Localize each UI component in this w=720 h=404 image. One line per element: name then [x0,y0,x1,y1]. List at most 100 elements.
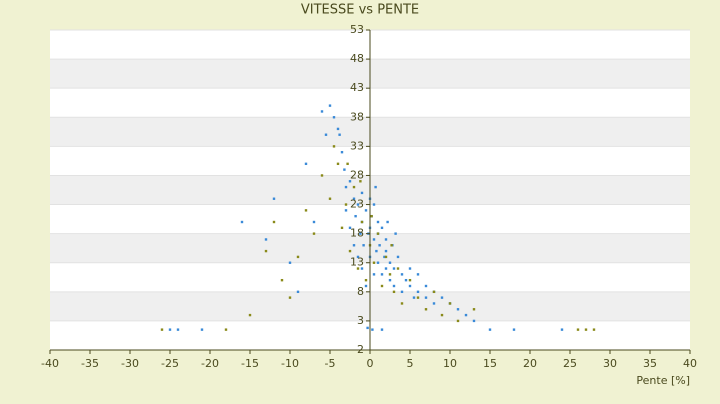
point [488,328,492,331]
point [304,162,308,166]
point [424,284,428,288]
y-tick-label: 38 [350,110,364,123]
point [440,296,444,299]
point [372,203,376,206]
y-tick-label: 13 [350,256,364,269]
point [352,244,356,247]
point [338,133,341,136]
point [560,328,564,331]
point [348,226,352,230]
y-tick-label: 18 [350,227,364,240]
x-tick-label: 15 [483,357,497,370]
x-tick-label: 10 [443,357,457,370]
point [432,290,436,294]
point [404,278,408,282]
point [472,319,476,323]
point [371,328,374,331]
point [440,313,444,317]
x-tick-label: -25 [161,357,179,370]
point [378,244,381,247]
point [464,313,468,317]
point [320,110,324,113]
point [360,267,364,270]
point [248,313,252,317]
point [412,296,416,299]
y-tick-label: 28 [350,168,364,181]
point [416,290,420,294]
point [336,162,340,166]
y-tick-label: 43 [350,81,364,94]
x-tick-label: -10 [281,357,299,370]
point [456,308,460,311]
point [272,220,276,224]
point [332,116,336,119]
point [380,284,384,288]
point [354,214,357,218]
series [160,145,596,331]
x-tick-label: 5 [407,357,414,370]
point [380,226,384,230]
point [346,162,349,166]
point [400,273,404,276]
point [372,273,376,276]
point [359,180,362,183]
point [328,104,332,107]
point [272,197,276,200]
point [343,168,346,171]
chart-title: VITESSE vs PENTE [301,3,419,18]
point [200,328,204,331]
point [374,185,377,189]
point [224,328,228,331]
y-tick-label: 48 [350,52,364,65]
point [392,290,396,294]
point [424,296,428,299]
point [364,284,368,288]
point [336,127,340,131]
point [280,278,284,282]
point [396,267,400,270]
point [340,226,344,230]
point [344,209,348,212]
point [340,150,344,154]
point [366,326,369,330]
point [584,328,588,331]
point [344,203,348,206]
point [372,238,376,241]
point [408,278,412,282]
point [160,328,164,331]
point [264,238,268,241]
point [376,220,380,224]
point [380,273,384,276]
point [384,238,388,241]
point [370,214,373,218]
point [512,328,516,331]
point [304,209,308,212]
point [176,328,180,331]
point [296,255,300,259]
point [394,232,397,235]
point [352,197,356,200]
point [364,278,368,282]
x-axis-label: Pente [%] [636,374,690,387]
point [400,290,404,294]
point [296,290,300,294]
y-tick-label: 8 [357,285,364,298]
point [416,273,420,276]
point [448,302,452,305]
point [348,180,352,183]
y-tick-label: 33 [350,139,364,152]
y-tick-label: 53 [350,23,364,36]
point [352,185,356,189]
point [472,308,476,311]
x-tick-label: -20 [201,357,219,370]
point [384,249,388,253]
point [288,296,292,299]
point [384,255,388,259]
point [288,261,292,264]
x-tick-label: -40 [41,357,59,370]
point [388,273,392,276]
point [362,244,365,247]
point [348,249,352,253]
point [386,220,389,224]
